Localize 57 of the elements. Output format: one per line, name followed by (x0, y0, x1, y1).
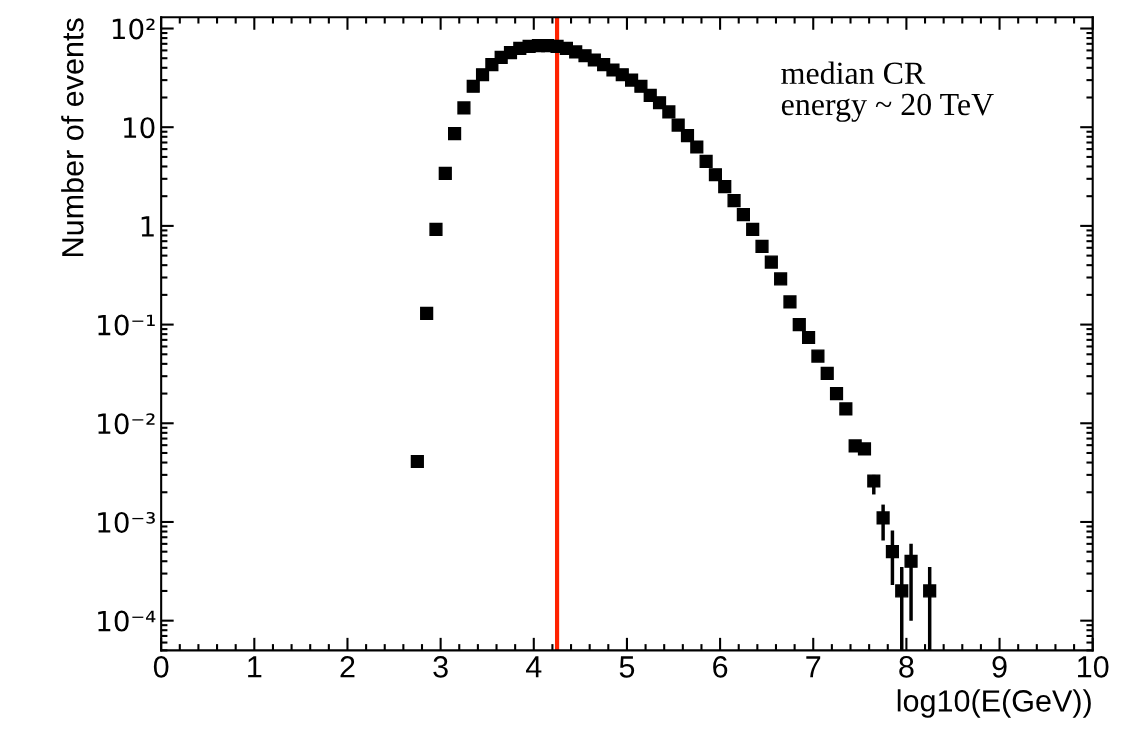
point (811, 349, 825, 363)
x-tick-label: 6 (713, 656, 728, 678)
point (708, 168, 723, 182)
x-tick-label: 1 (248, 656, 262, 678)
point (662, 105, 676, 119)
x-tick-label: 4 (525, 656, 542, 678)
point (801, 330, 816, 345)
y-tick-label: 10⁻³ (98, 511, 155, 533)
x-tick-label: 7 (806, 656, 821, 678)
point (839, 402, 853, 416)
y-tick-label: 1 (141, 216, 154, 237)
y-tick-label: 10 (124, 117, 155, 139)
x-tick-label: 8 (899, 656, 914, 678)
point (680, 129, 695, 143)
point (829, 386, 844, 401)
point (429, 222, 443, 237)
annotation: median CR energy ~ 20 TeV (781, 61, 994, 122)
point (792, 317, 806, 332)
point (634, 79, 648, 93)
x-tick-label: 5 (619, 656, 635, 678)
y-tick-label: 10² (112, 18, 155, 40)
x-tick-label: 2 (340, 656, 355, 678)
point (727, 194, 741, 208)
y-tick-label: 10⁻⁴ (98, 610, 156, 632)
point (774, 272, 788, 286)
point (457, 101, 471, 115)
point (857, 442, 872, 456)
point (820, 366, 834, 381)
point (466, 79, 480, 93)
point (746, 222, 760, 237)
point (876, 511, 890, 525)
point (671, 118, 685, 132)
x-tick-label: 3 (433, 656, 448, 678)
x-tick-label: 0 (153, 656, 169, 678)
y-tick-label: 10⁻² (98, 413, 155, 435)
y-axis-title: Number of events (61, 18, 84, 256)
point (448, 127, 462, 141)
point (755, 239, 769, 253)
point (764, 255, 778, 269)
point (438, 166, 452, 181)
point (699, 154, 713, 169)
point (783, 295, 797, 309)
point (904, 554, 918, 568)
point (718, 180, 732, 194)
point (420, 306, 434, 320)
x-tick-label: 9 (992, 656, 1007, 678)
point (923, 584, 937, 598)
y-tick-label: 10⁻¹ (98, 314, 155, 336)
x-tick-label: 10 (1078, 656, 1109, 678)
point (885, 545, 900, 559)
point (475, 68, 490, 82)
point (690, 140, 704, 154)
point (867, 474, 881, 488)
point (736, 208, 750, 222)
point (410, 454, 424, 469)
x-axis-title: log10(E(GeV)) (897, 689, 1091, 718)
point (895, 584, 909, 598)
